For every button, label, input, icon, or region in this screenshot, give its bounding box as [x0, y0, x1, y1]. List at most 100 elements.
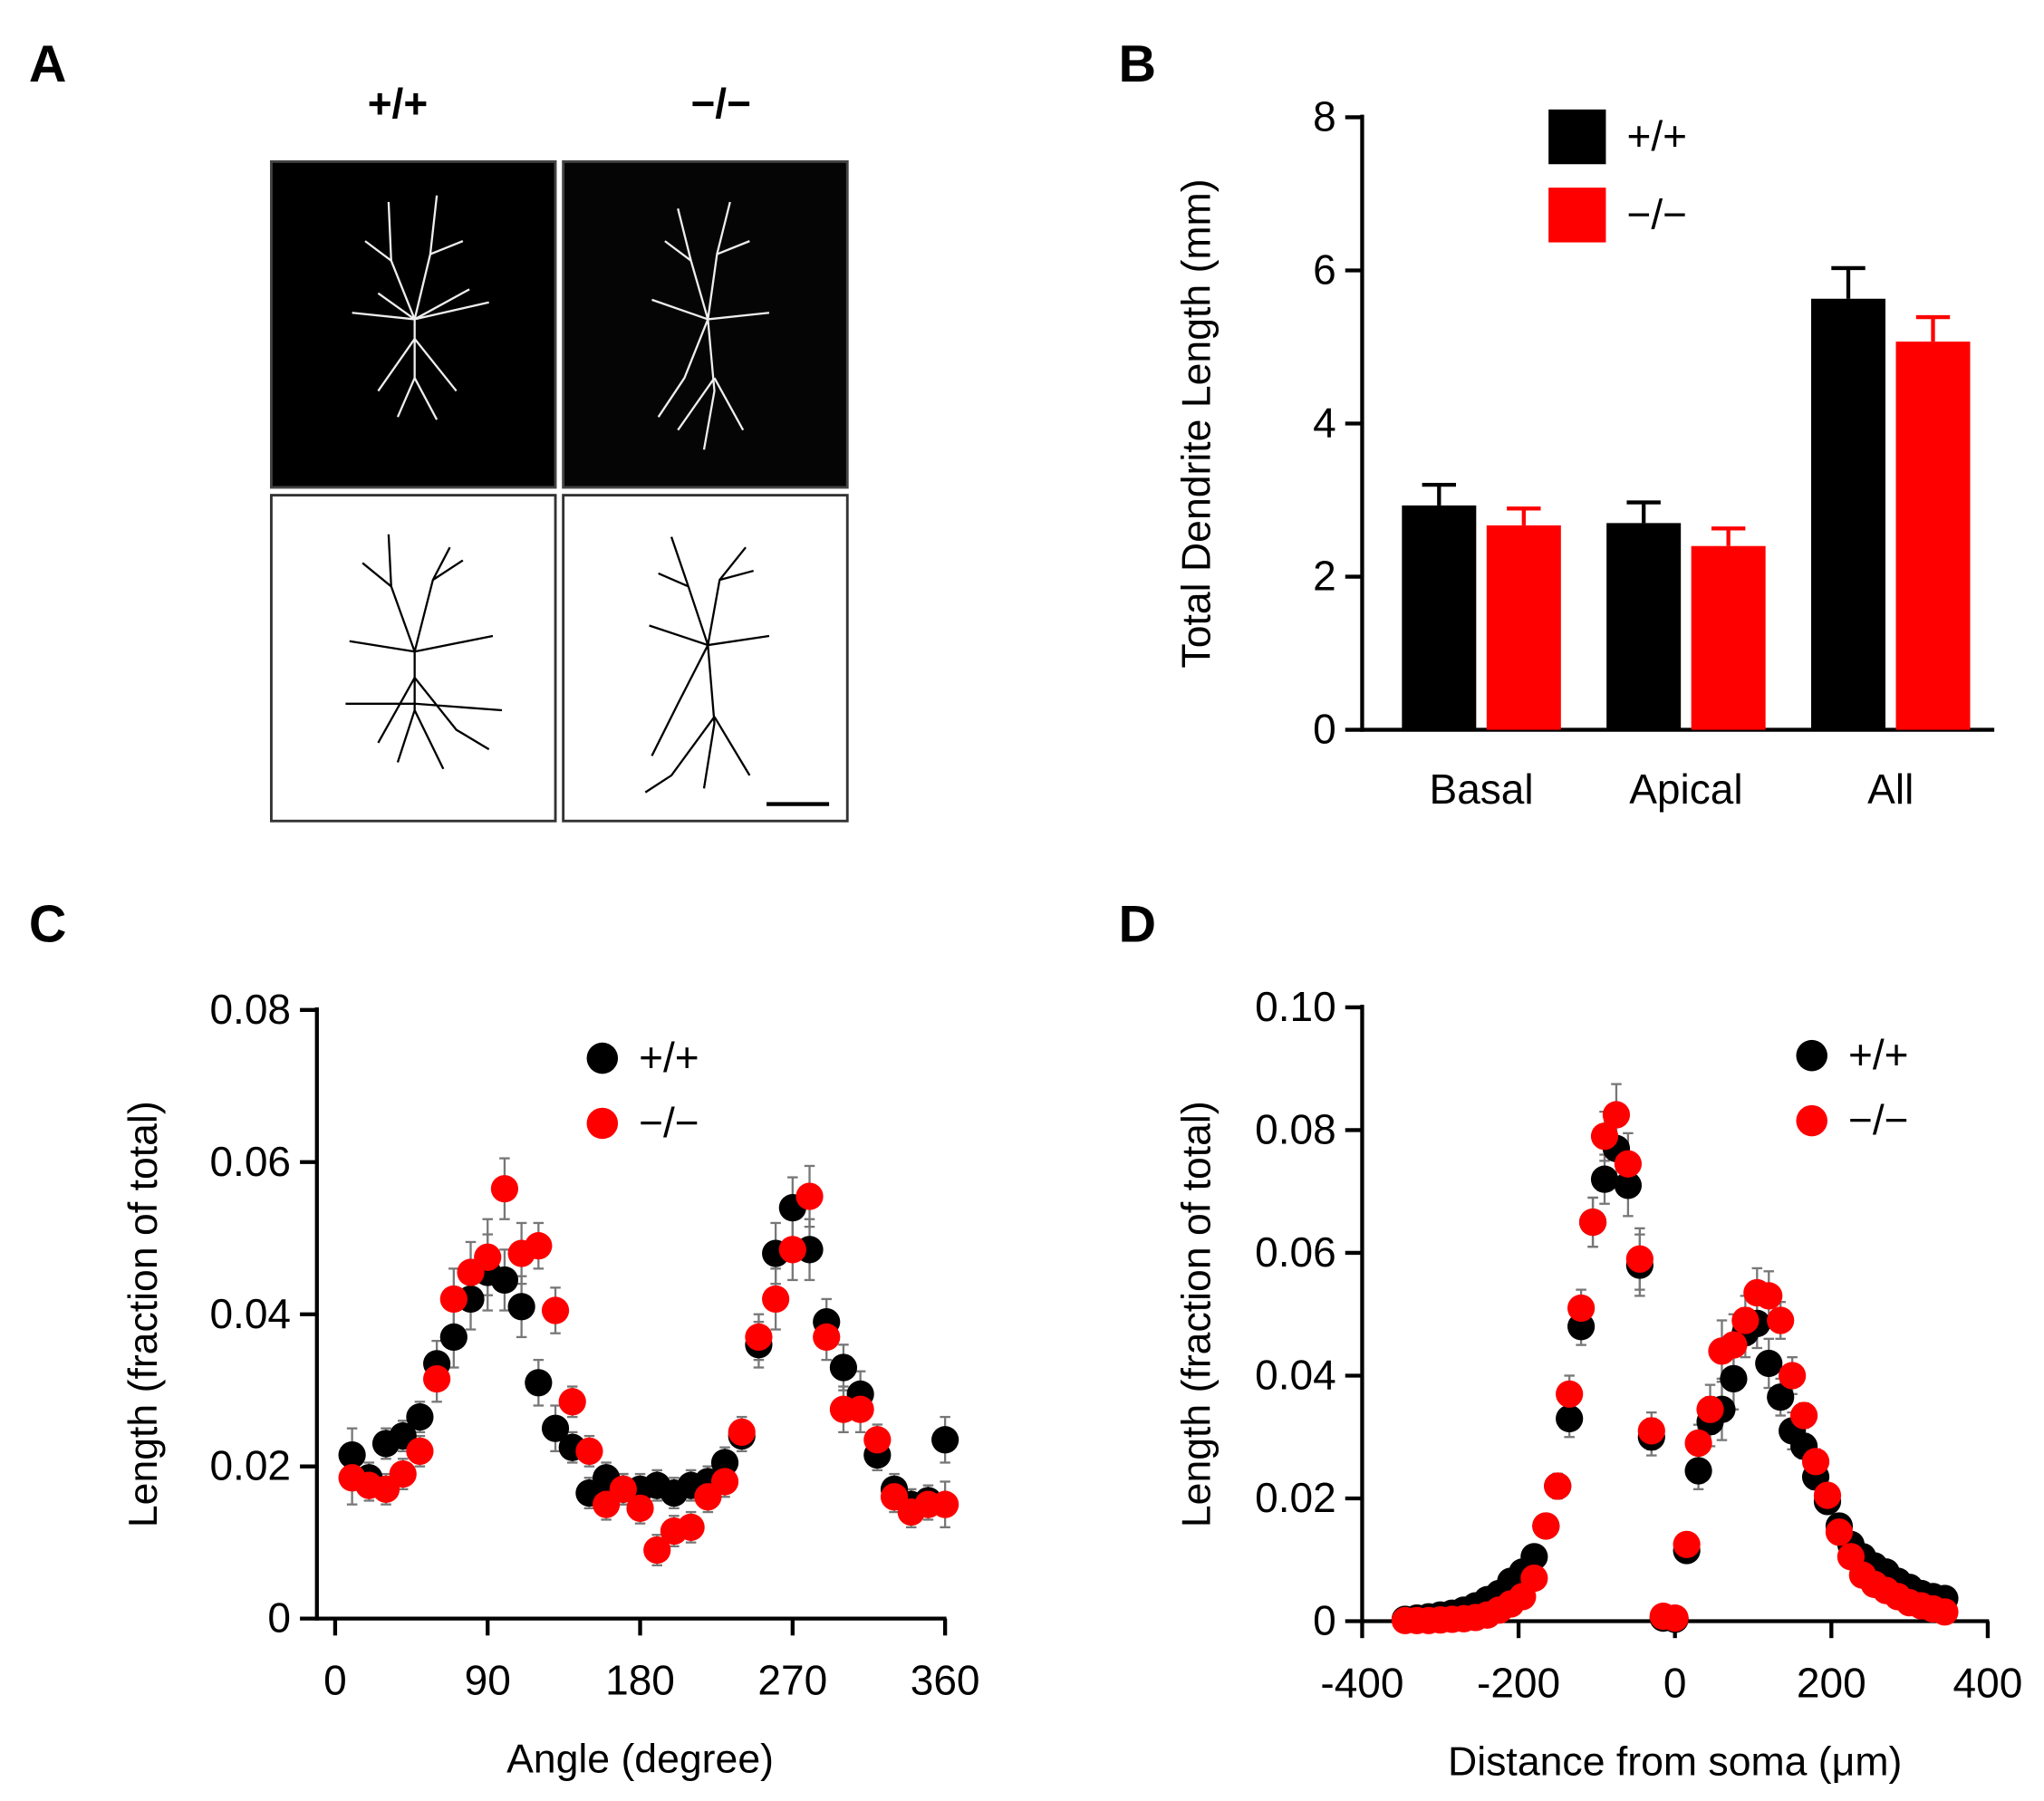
y-tick-label: 0.02 — [1255, 1474, 1336, 1521]
y-tick-label: 0.08 — [1255, 1105, 1336, 1152]
data-point — [1567, 1294, 1596, 1323]
data-point — [1602, 1101, 1631, 1129]
panel-letter: C — [29, 895, 67, 953]
data-point — [1720, 1331, 1748, 1359]
data-point — [1696, 1395, 1724, 1423]
y-tick-label: 0.06 — [209, 1138, 291, 1185]
data-point — [338, 1440, 366, 1469]
legend-label: +/+ — [639, 1034, 699, 1081]
data-point — [474, 1243, 502, 1271]
y-tick-label: 0.08 — [209, 986, 291, 1033]
data-point — [1779, 1362, 1807, 1390]
data-point — [490, 1175, 519, 1203]
x-axis-label: Angle (degree) — [506, 1738, 774, 1782]
data-point — [1614, 1171, 1643, 1199]
genotype-label: +/+ — [368, 80, 429, 127]
data-point — [541, 1296, 570, 1324]
data-point — [1931, 1598, 1959, 1626]
data-point — [1544, 1472, 1572, 1500]
bar — [1486, 525, 1561, 730]
x-tick-label: 400 — [1953, 1660, 2023, 1707]
bar — [1402, 505, 1477, 730]
x-tick-label: Apical — [1629, 766, 1742, 813]
data-point — [389, 1459, 417, 1488]
y-tick-label: 6 — [1313, 246, 1336, 294]
data-point — [525, 1232, 553, 1260]
x-tick-label: 180 — [605, 1657, 675, 1704]
data-point — [525, 1369, 553, 1397]
y-axis-label: Length (fraction of total) — [121, 1101, 166, 1527]
data-point — [626, 1494, 654, 1522]
legend-marker — [586, 1107, 619, 1140]
bar — [1691, 545, 1766, 730]
data-point — [1673, 1530, 1701, 1558]
data-point — [1590, 1165, 1619, 1193]
x-tick-label: 270 — [757, 1657, 827, 1704]
data-point — [1661, 1604, 1689, 1632]
data-point — [1578, 1208, 1607, 1237]
data-point — [931, 1490, 959, 1518]
x-axis-label: Distance from soma (μm) — [1448, 1740, 1902, 1785]
x-tick-label: 200 — [1797, 1660, 1866, 1707]
micrograph — [269, 159, 557, 489]
data-point — [643, 1536, 671, 1565]
data-point — [710, 1468, 739, 1496]
data-point — [1556, 1404, 1584, 1433]
genotype-label: −/− — [690, 80, 751, 127]
data-point — [813, 1323, 841, 1352]
legend-label: −/− — [1626, 190, 1687, 237]
tracing-frame — [562, 494, 849, 823]
y-tick-label: 0.10 — [1255, 983, 1336, 1030]
legend-marker — [1796, 1104, 1827, 1137]
data-point — [1590, 1122, 1619, 1151]
y-tick-label: 2 — [1313, 553, 1336, 600]
data-point — [439, 1323, 468, 1352]
data-point — [846, 1395, 874, 1423]
bar — [1811, 298, 1886, 730]
x-tick-label: -400 — [1320, 1660, 1403, 1707]
tracing-frame — [269, 494, 557, 823]
legend-swatch — [1548, 188, 1606, 243]
data-point — [1720, 1364, 1748, 1392]
legend-label: −/− — [639, 1099, 699, 1146]
data-point — [1684, 1429, 1712, 1458]
y-tick-label: 0.04 — [209, 1290, 291, 1337]
legend-label: −/− — [1848, 1096, 1909, 1143]
data-point — [406, 1437, 434, 1465]
legend-marker — [1796, 1039, 1827, 1072]
y-tick-label: 0.04 — [1255, 1352, 1336, 1399]
x-tick-label: 0 — [1663, 1660, 1687, 1707]
x-tick-label: 360 — [911, 1657, 980, 1704]
data-point — [677, 1513, 705, 1541]
data-point — [507, 1293, 535, 1321]
data-point — [1801, 1448, 1830, 1476]
legend-swatch — [1548, 109, 1606, 165]
data-point — [863, 1426, 892, 1454]
data-point — [1625, 1245, 1654, 1273]
neuron-image — [352, 195, 770, 450]
x-tick-label: All — [1867, 766, 1914, 813]
y-tick-label: 4 — [1313, 400, 1336, 447]
data-point — [1813, 1481, 1842, 1509]
y-tick-label: 8 — [1313, 92, 1336, 140]
data-point — [762, 1285, 790, 1314]
data-point — [406, 1402, 434, 1431]
data-point — [1520, 1543, 1548, 1571]
data-point — [1755, 1349, 1783, 1378]
data-point — [541, 1414, 570, 1442]
data-point — [575, 1437, 603, 1465]
x-tick-label: -200 — [1477, 1660, 1560, 1707]
y-tick-label: 0 — [1313, 706, 1336, 753]
panel-letter: D — [1118, 895, 1156, 953]
data-point — [829, 1353, 858, 1382]
data-point — [490, 1266, 519, 1295]
data-point — [778, 1236, 806, 1264]
panel-a: +/+ −/− — [269, 80, 849, 823]
data-point — [1637, 1417, 1665, 1445]
y-axis-label: Length (fraction of total) — [1174, 1101, 1219, 1527]
y-tick-label: 0.02 — [209, 1442, 291, 1489]
panel-letter: A — [29, 35, 67, 93]
legend-label: +/+ — [1848, 1031, 1909, 1078]
data-point — [1789, 1401, 1818, 1430]
